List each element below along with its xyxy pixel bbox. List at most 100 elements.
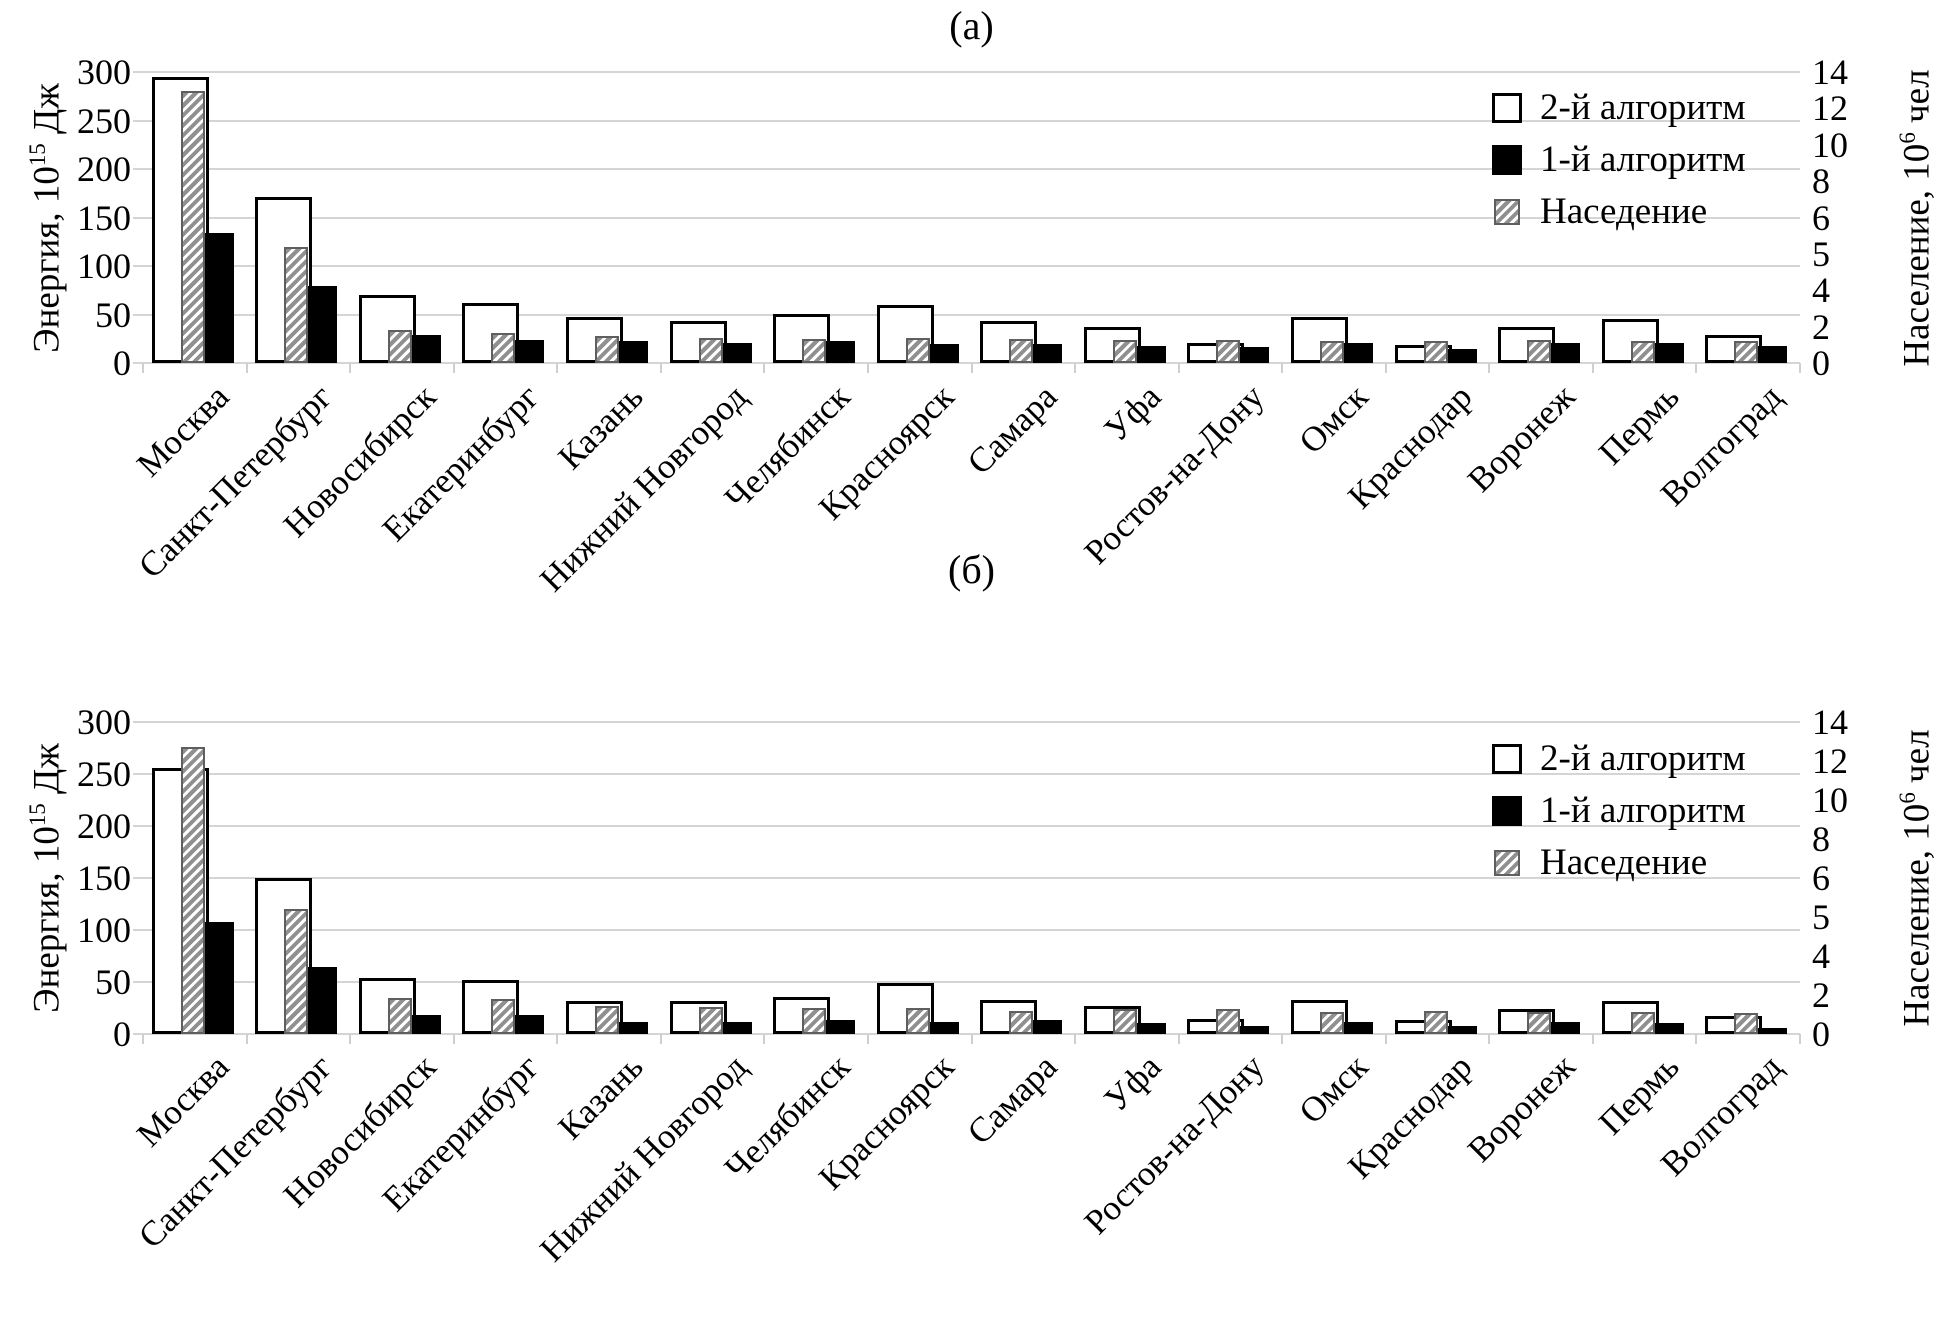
bar-population bbox=[1112, 1009, 1137, 1034]
bar-population bbox=[387, 330, 412, 363]
legend: 2-й алгоритм 1-й алгоритм Наседение bbox=[1492, 86, 1812, 242]
bar-population bbox=[1734, 341, 1759, 363]
x-axis-tick-mark bbox=[1384, 363, 1387, 373]
legend-swatch-algo1 bbox=[1492, 145, 1522, 175]
legend-swatch-population bbox=[1494, 199, 1520, 225]
bar-algo2 bbox=[1290, 317, 1348, 363]
x-axis-label: Воронеж bbox=[1460, 1047, 1583, 1170]
gridline bbox=[133, 216, 1800, 219]
y-axis-title-right: Население, 106 чел bbox=[1886, 729, 1936, 1026]
bar-algo1 bbox=[1339, 343, 1373, 363]
gridline bbox=[133, 825, 1800, 827]
x-axis-tick-mark bbox=[1695, 363, 1698, 373]
x-axis-tick-mark bbox=[970, 363, 973, 373]
bar-algo1 bbox=[200, 233, 234, 363]
legend-swatch-algo1 bbox=[1492, 796, 1522, 826]
y-axis-tick-right: 4 bbox=[1812, 936, 1830, 976]
x-axis-label: Пермь bbox=[1590, 1047, 1687, 1143]
x-axis-tick-mark bbox=[1177, 1034, 1180, 1044]
bar-population bbox=[1527, 340, 1552, 363]
axis-title-text: чел bbox=[1896, 68, 1936, 132]
bar-algo1 bbox=[200, 922, 234, 1034]
x-axis-label: Санкт-Петербург bbox=[131, 1047, 340, 1256]
bar-population bbox=[595, 336, 620, 363]
bar-population bbox=[595, 1006, 620, 1034]
y-axis-tick-right: 2 bbox=[1812, 306, 1830, 347]
bar-algo1 bbox=[1029, 344, 1063, 363]
gridline bbox=[133, 168, 1800, 170]
y-axis-tick-right: 5 bbox=[1812, 897, 1830, 937]
bar-population bbox=[284, 247, 309, 363]
bar-algo1 bbox=[925, 1022, 959, 1034]
y-axis-tick-right: 6 bbox=[1812, 197, 1830, 238]
y-axis-tick-right: 12 bbox=[1812, 741, 1848, 781]
x-axis-tick-mark bbox=[245, 363, 248, 373]
bar-algo1 bbox=[1339, 1022, 1373, 1034]
y-axis-tick-left: 250 bbox=[77, 100, 131, 141]
bar-algo1 bbox=[407, 1015, 441, 1034]
bar-algo1 bbox=[925, 344, 959, 363]
x-axis-tick-mark bbox=[452, 363, 455, 373]
bar-population bbox=[1009, 339, 1034, 363]
x-axis-tick-mark bbox=[1591, 363, 1594, 373]
gridline bbox=[133, 981, 1800, 983]
y-axis-tick-right: 8 bbox=[1812, 161, 1830, 202]
y-axis-tick-left: 200 bbox=[77, 149, 131, 189]
bar-algo1 bbox=[511, 340, 545, 363]
axis-title-text: Энергия, 10 bbox=[26, 165, 68, 353]
bar-algo2 bbox=[876, 305, 934, 363]
y-axis-tick-left: 200 bbox=[77, 806, 131, 846]
bar-population bbox=[1630, 1012, 1655, 1034]
bar-algo1 bbox=[1443, 349, 1477, 363]
x-axis-label: Омск bbox=[1291, 377, 1376, 462]
x-axis-tick-mark bbox=[142, 1034, 144, 1044]
bar-algo1 bbox=[718, 1022, 752, 1034]
bar-algo1 bbox=[1236, 347, 1270, 363]
x-axis-tick-mark bbox=[142, 363, 144, 373]
y-axis-tick-left: 300 bbox=[77, 52, 131, 92]
bar-algo1 bbox=[1650, 1023, 1684, 1034]
bar-population bbox=[180, 91, 205, 363]
x-axis-tick-mark bbox=[556, 1034, 559, 1044]
x-axis-tick-mark bbox=[970, 1034, 973, 1044]
y-axis-tick-right: 5 bbox=[1812, 233, 1830, 274]
bar-algo1 bbox=[1650, 343, 1684, 363]
bar-population bbox=[802, 1008, 827, 1034]
x-axis-tick-mark bbox=[659, 1034, 662, 1044]
bar-population bbox=[1423, 341, 1448, 363]
x-axis-tick-mark bbox=[763, 363, 766, 373]
bar-population bbox=[1216, 1009, 1241, 1034]
bar-population bbox=[1009, 1011, 1034, 1034]
y-axis-tick-left: 0 bbox=[113, 1014, 131, 1054]
x-axis-tick-mark bbox=[1799, 1034, 1801, 1044]
bar-population bbox=[905, 338, 930, 363]
legend-label: 2-й алгоритм bbox=[1540, 87, 1746, 128]
legend-swatch-population bbox=[1494, 850, 1520, 876]
bar-algo1 bbox=[304, 286, 338, 363]
x-axis-tick-mark bbox=[1281, 363, 1284, 373]
bar-population bbox=[1527, 1012, 1552, 1034]
bar-population bbox=[698, 1007, 723, 1034]
x-axis-tick-mark bbox=[349, 363, 352, 373]
y-axis-tick-right: 12 bbox=[1812, 88, 1848, 129]
gridline bbox=[133, 773, 1800, 775]
x-axis-label: Ростов-на-Дону bbox=[1077, 377, 1272, 572]
x-axis-tick-mark bbox=[556, 363, 559, 373]
bar-algo1 bbox=[1547, 1022, 1581, 1034]
y-axis-tick-right: 4 bbox=[1812, 270, 1830, 311]
x-axis-label: Воронеж bbox=[1460, 377, 1583, 500]
bar-algo1 bbox=[1132, 346, 1166, 363]
x-axis-tick-mark bbox=[1074, 363, 1077, 373]
y-axis-title-left: Энергия, 1015 Дж bbox=[16, 83, 69, 353]
bar-population bbox=[1734, 1013, 1759, 1034]
y-axis-title-right: Население, 106 чел bbox=[1886, 69, 1936, 366]
x-axis-label: Уфа bbox=[1096, 1047, 1169, 1120]
bar-algo1 bbox=[822, 341, 856, 363]
x-axis-label: Омск bbox=[1291, 1047, 1376, 1132]
axis-title-superscript: 6 bbox=[1895, 131, 1920, 144]
y-axis-tick-right: 2 bbox=[1812, 975, 1830, 1015]
x-axis-label: Казань bbox=[550, 377, 651, 478]
y-axis-tick-left: 100 bbox=[77, 246, 131, 286]
legend-label: Наседение bbox=[1540, 842, 1708, 883]
y-axis-tick-right: 10 bbox=[1812, 780, 1848, 820]
